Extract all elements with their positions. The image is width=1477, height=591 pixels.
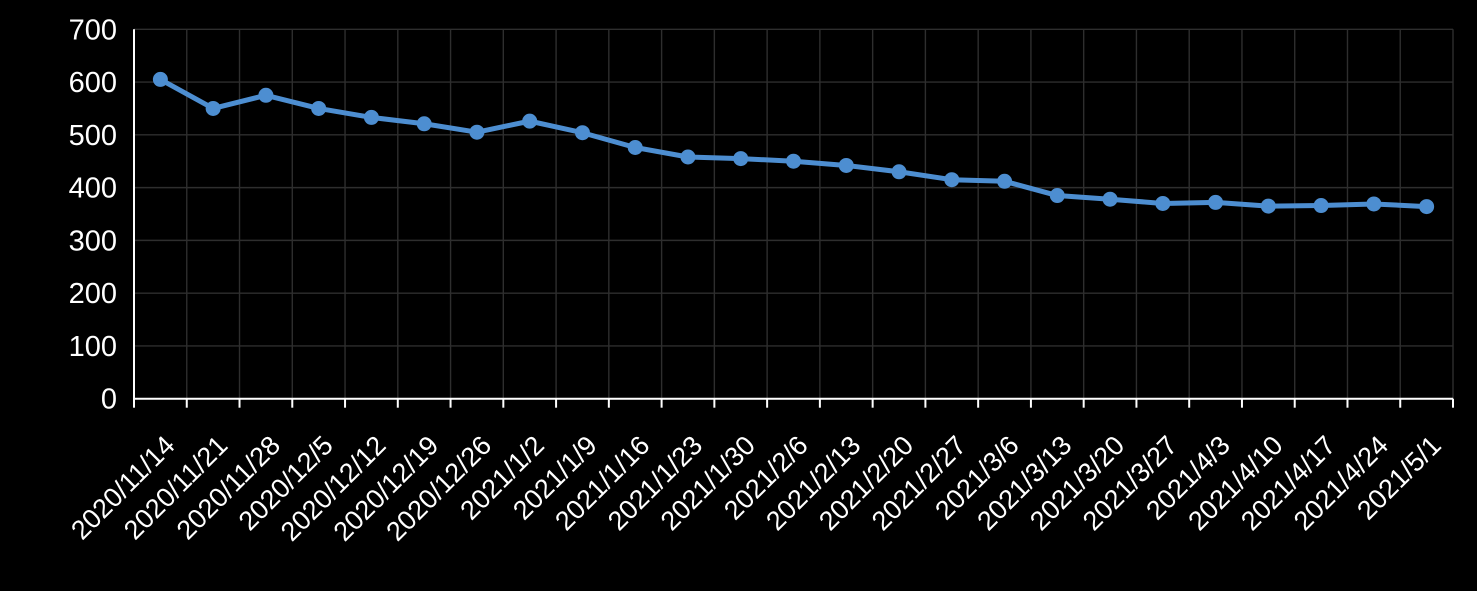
data-point-marker: [205, 100, 221, 116]
data-point-marker: [574, 125, 590, 141]
data-point-marker: [1049, 188, 1065, 204]
y-tick-label: 500: [69, 120, 117, 152]
data-point-marker: [1366, 196, 1382, 212]
data-point-marker: [1419, 199, 1435, 215]
data-point-marker: [311, 100, 327, 116]
y-tick-label: 700: [69, 14, 117, 46]
y-tick-label: 0: [101, 384, 117, 416]
data-point-marker: [363, 109, 379, 125]
data-point-marker: [627, 140, 643, 156]
data-point-marker: [152, 71, 168, 87]
y-tick-label: 300: [69, 225, 117, 257]
data-point-marker: [1155, 195, 1171, 211]
data-point-marker: [1102, 191, 1118, 207]
y-tick-label: 100: [69, 331, 117, 363]
data-point-marker: [522, 113, 538, 129]
data-point-marker: [997, 173, 1013, 189]
data-point-marker: [680, 149, 696, 165]
data-point-marker: [1260, 198, 1276, 214]
data-point-marker: [469, 124, 485, 140]
data-point-marker: [838, 157, 854, 173]
data-point-marker: [416, 116, 432, 132]
y-tick-label: 400: [69, 173, 117, 205]
data-point-marker: [944, 172, 960, 188]
data-point-marker: [258, 87, 274, 103]
data-point-marker: [733, 151, 749, 167]
data-point-marker: [1313, 198, 1329, 214]
y-tick-label: 200: [69, 278, 117, 310]
y-tick-label: 600: [69, 67, 117, 99]
data-point-marker: [786, 153, 801, 169]
data-point-marker: [891, 164, 907, 180]
data-point-marker: [1208, 194, 1224, 210]
